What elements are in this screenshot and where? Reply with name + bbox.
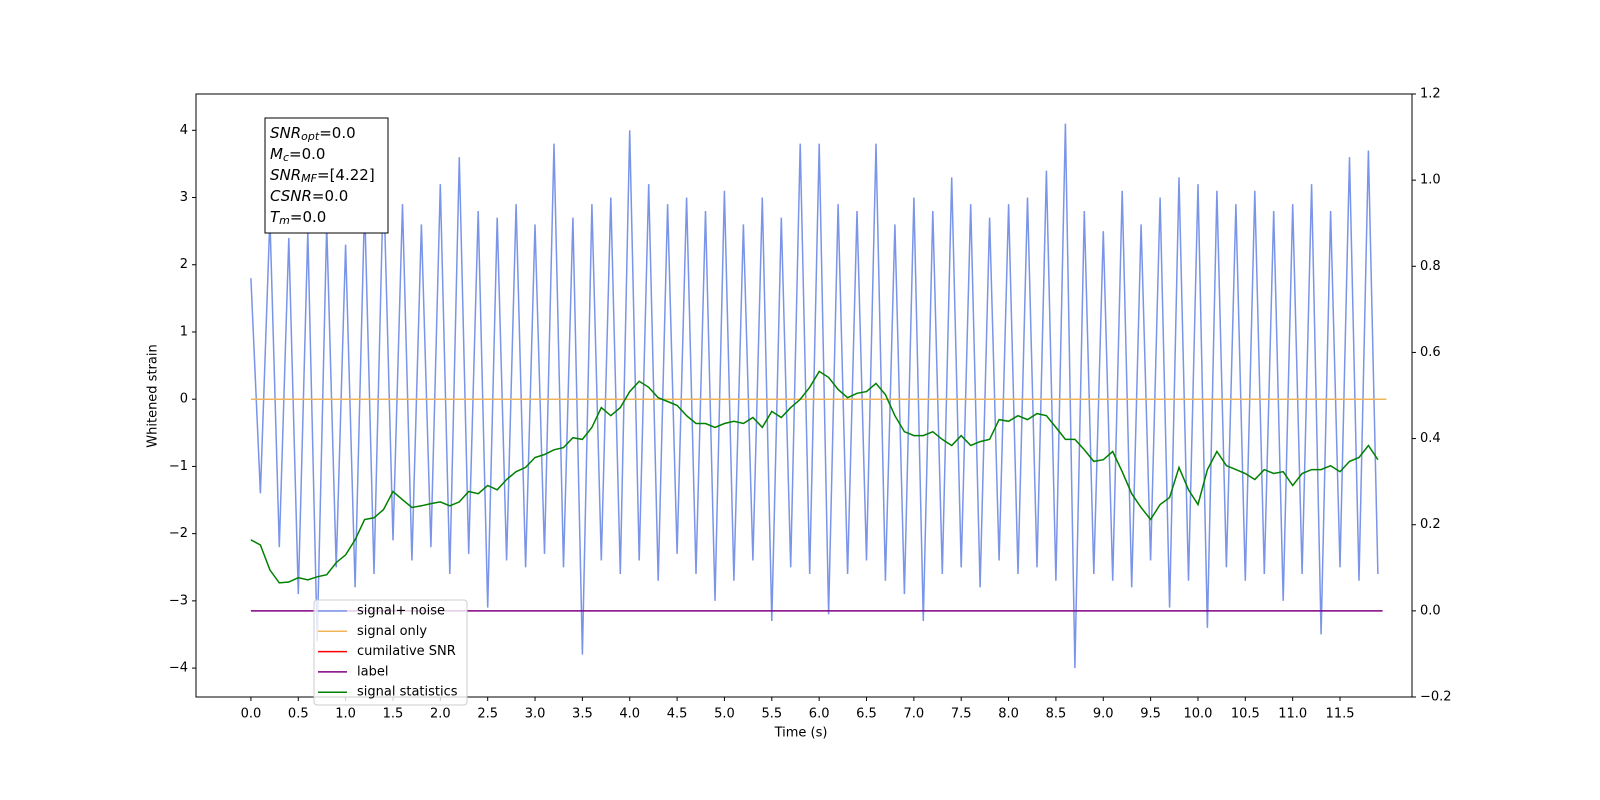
x-tick-label: 5.5 [761, 707, 782, 722]
x-tick-label: 11.5 [1326, 707, 1355, 722]
y2-tick-label: 0.6 [1420, 345, 1441, 360]
y-axis-label: Whitened strain [146, 344, 161, 447]
legend-label: signal statistics [357, 685, 458, 700]
y-tick-label: −1 [169, 459, 188, 474]
x-tick-label: 10.5 [1231, 707, 1260, 722]
y2-tick-label: 0.0 [1420, 603, 1441, 618]
annotation-line: CSNR=0.0 [270, 187, 348, 205]
x-tick-label: 6.0 [809, 707, 830, 722]
x-tick-label: 8.0 [998, 707, 1019, 722]
x-tick-label: 2.0 [430, 707, 451, 722]
x-tick-label: 0.5 [288, 707, 309, 722]
x-tick-label: 5.0 [714, 707, 735, 722]
legend-label: cumilative SNR [357, 644, 456, 659]
annotation-symbol: CSNR [270, 187, 312, 205]
legend-label: signal only [357, 624, 427, 639]
x-tick-label: 8.5 [1046, 707, 1067, 722]
y2-tick-label: −0.2 [1420, 690, 1452, 705]
y-tick-label: −2 [169, 526, 188, 541]
series-line [250, 370, 1379, 584]
x-tick-label: 3.0 [525, 707, 546, 722]
x-tick-label: 7.0 [904, 707, 925, 722]
y-tick-label: 3 [180, 190, 188, 205]
x-tick-label: 11.0 [1278, 707, 1307, 722]
y2-tick-label: 0.2 [1420, 517, 1441, 532]
x-tick-label: 9.0 [1093, 707, 1114, 722]
y2-tick-label: 0.4 [1420, 431, 1441, 446]
y2-tick-label: 1.0 [1420, 173, 1441, 188]
annotation-line: Mc=0.0 [270, 145, 325, 165]
annotation-symbol: SNR [270, 166, 301, 184]
annotation-subscript: opt [301, 130, 320, 143]
annotation-subscript: m [279, 214, 290, 227]
y-tick-label: −3 [169, 593, 188, 608]
legend-label: signal+ noise [357, 604, 445, 619]
annotation-value: =[4.22] [317, 166, 375, 184]
x-tick-label: 1.0 [335, 707, 356, 722]
plot-frame [195, 93, 1413, 698]
annotation-line: SNRopt=0.0 [270, 124, 356, 144]
annotation-line: Tm=0.0 [270, 208, 326, 228]
annotation-symbol: SNR [270, 124, 301, 142]
x-tick-label: 2.5 [477, 707, 498, 722]
x-tick-label: 6.5 [856, 707, 877, 722]
y-tick-label: 2 [180, 257, 188, 272]
annotation-symbol: M [270, 145, 283, 163]
annotation-value: =0.0 [289, 145, 325, 163]
x-tick-label: 3.5 [572, 707, 593, 722]
x-tick-label: 1.5 [383, 707, 404, 722]
annotation-subscript: c [283, 151, 289, 164]
y-tick-label: 4 [180, 123, 188, 138]
x-axis-label: Time (s) [774, 726, 828, 741]
y-tick-label: 1 [180, 324, 188, 339]
x-tick-label: 4.5 [667, 707, 688, 722]
x-tick-label: 0.0 [241, 707, 262, 722]
legend-label: label [357, 664, 388, 679]
y2-tick-label: 0.8 [1420, 259, 1441, 274]
annotation-box [264, 117, 389, 234]
annotation-subscript: MF [301, 172, 317, 185]
annotation-line: SNRMF=[4.22] [270, 166, 375, 186]
x-tick-label: 7.5 [951, 707, 972, 722]
annotation-value: =0.0 [290, 208, 326, 226]
x-tick-label: 9.5 [1140, 707, 1161, 722]
annotation-symbol: T [270, 208, 281, 226]
annotation-value: =0.0 [312, 187, 348, 205]
y-tick-label: 0 [180, 392, 188, 407]
x-tick-label: 4.0 [619, 707, 640, 722]
y2-tick-label: 1.2 [1420, 87, 1441, 102]
annotation-value: =0.0 [319, 124, 355, 142]
legend-box [313, 599, 468, 706]
y-tick-label: −4 [169, 661, 188, 676]
series-line [250, 123, 1379, 669]
x-tick-label: 10.0 [1183, 707, 1212, 722]
